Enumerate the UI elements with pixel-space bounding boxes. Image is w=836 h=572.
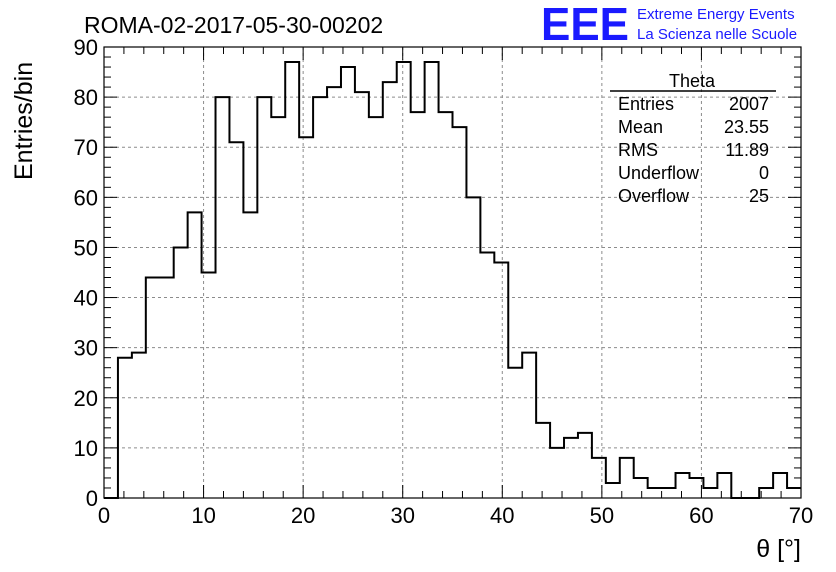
stats-value-entries: 2007 [729,94,769,114]
histogram-bin [522,353,536,498]
stats-box: Theta Entries 2007 Mean 23.55 RMS 11.89 … [610,71,776,206]
histogram-bin [466,197,480,498]
x-tick-label: 50 [590,503,614,528]
histogram-outline [104,61,801,499]
histogram-bin [648,488,662,498]
eee-logo: EEE Extreme Energy Events La Scienza nel… [541,0,797,50]
x-tick-label: 0 [98,503,110,528]
y-tick-label: 20 [74,386,98,411]
x-tick-label: 10 [191,503,215,528]
x-tick-label: 70 [789,503,813,528]
histogram-bin [132,353,146,498]
histogram-bin [257,97,271,498]
histogram-bin [174,247,188,498]
histogram-bin [146,278,160,498]
histogram-bin [689,478,703,498]
histogram-bin [369,117,383,498]
stats-label-rms: RMS [618,140,658,160]
histogram-bin [202,273,216,499]
y-tick-label: 80 [74,85,98,110]
x-tick-label: 20 [291,503,315,528]
histogram-bin [759,488,773,498]
stats-label-overflow: Overflow [618,186,690,206]
grid [104,47,801,498]
stats-value-rms: 11.89 [725,140,769,160]
histogram-bin [188,212,202,498]
histogram-bin [676,473,690,498]
histogram-bin [341,67,355,498]
histogram-bin [606,483,620,498]
histogram-bin [285,62,299,498]
histogram-bin [397,62,411,498]
histogram-bin [118,358,132,498]
histogram-bin [592,458,606,498]
histogram-bin [453,127,467,498]
histogram-bin [787,488,801,498]
x-tick-label: 60 [689,503,713,528]
histogram-bin [313,97,327,498]
histogram-bin [634,478,648,498]
histogram-bin [620,458,634,498]
histogram-bin [411,112,425,498]
stats-value-mean: 23.55 [724,117,769,137]
logo-mark: EEE [541,0,629,50]
y-tick-label: 30 [74,336,98,361]
stats-label-entries: Entries [618,94,674,114]
y-tick-label: 10 [74,436,98,461]
axis-ticks [103,46,802,499]
histogram-bin [327,87,341,498]
x-tick-label: 40 [490,503,514,528]
histogram-bin [564,438,578,498]
stats-value-overflow: 25 [749,186,769,206]
chart-title: ROMA-02-2017-05-30-00202 [84,12,383,38]
y-tick-label: 0 [86,486,98,511]
y-tick-label: 70 [74,135,98,160]
y-tick-label: 50 [74,235,98,260]
histogram-bin [355,92,369,498]
histogram-bin [160,278,174,498]
y-tick-label: 60 [74,185,98,210]
histogram-bin [271,117,285,498]
histogram-bin [494,262,508,498]
stats-title: Theta [669,71,716,91]
y-tick-label: 40 [74,286,98,311]
y-axis-label: Entries/bin [10,62,38,180]
y-tick-label: 90 [74,35,98,60]
histogram-bin [773,473,787,498]
x-axis-label: θ [°] [756,535,801,563]
histogram-bin [508,368,522,498]
histogram-bin [550,448,564,498]
histogram-bin [578,433,592,498]
histogram-bin [383,82,397,498]
stats-label-underflow: Underflow [618,163,700,183]
logo-line-2: La Scienza nelle Scuole [637,26,797,43]
histogram-bin [480,252,494,498]
tick-labels: 0 10 20 30 40 50 60 70 0 10 20 30 40 50 60 70 80 90 [74,35,814,528]
stats-label-mean: Mean [618,117,663,137]
histogram-bin [229,142,243,498]
histogram-bin [536,423,550,498]
logo-line-1: Extreme Energy Events [637,6,795,23]
histogram-bins [118,62,801,498]
plot-frame [103,46,802,499]
histogram-bin [662,488,676,498]
x-tick-label: 30 [390,503,414,528]
histogram-bin [425,62,439,498]
stats-value-underflow: 0 [759,163,769,183]
histogram-bin [703,488,717,498]
histogram-bin [439,112,453,498]
histogram-bin [243,212,257,498]
histogram-bin [299,137,313,498]
histogram-bin [717,473,731,498]
histogram-bin [216,97,230,498]
